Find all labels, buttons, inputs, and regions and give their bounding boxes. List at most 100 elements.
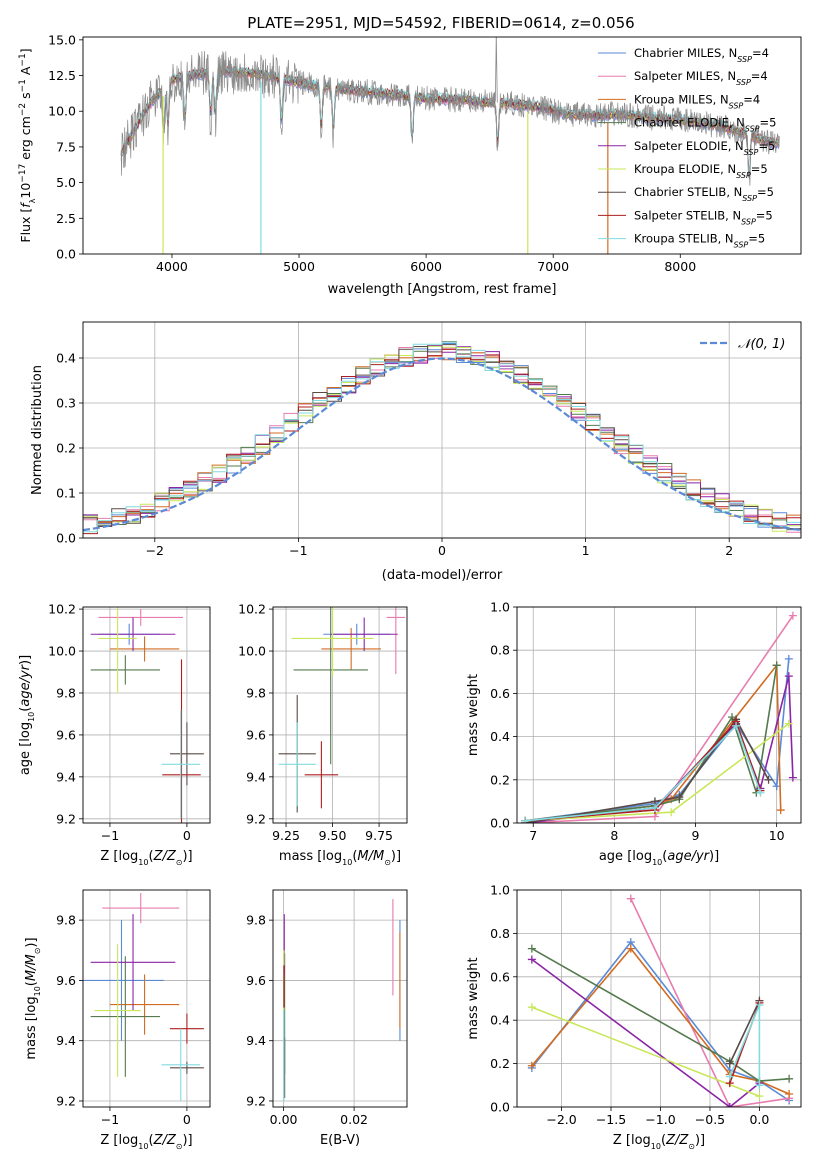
- y-tick-label: 9.8: [246, 913, 266, 928]
- mass-weight-marker: [756, 788, 765, 797]
- x-axis-label: mass [log10(M/M⊙)]: [279, 849, 401, 867]
- x-axis-label: age [log10(age/yr)]: [599, 849, 719, 867]
- y-tick-label: 0.1: [56, 486, 76, 501]
- mass-weight-marker: [788, 611, 797, 620]
- mass-weight-marker: [667, 808, 676, 817]
- x-axis-label: (data-model)/error: [382, 568, 503, 583]
- x-axis-label: E(B-V): [320, 1133, 360, 1148]
- y-tick-label: 0.0: [56, 531, 76, 546]
- mass-weight-line: [531, 1006, 760, 1097]
- y-tick-label: 9.2: [56, 811, 76, 826]
- x-tick-label: −1: [289, 543, 307, 558]
- legend-entry: Kroupa ELODIE, NSSP=5: [634, 162, 768, 180]
- y-tick-label: 9.2: [246, 811, 266, 826]
- y-tick-label: 1.0: [490, 883, 510, 898]
- legend-entry: Salpeter ELODIE, NSSP=5: [634, 139, 775, 157]
- y-tick-label: 9.4: [56, 769, 76, 784]
- x-tick-label: 0: [183, 828, 191, 843]
- mass-weight-marker: [788, 773, 797, 782]
- mass-weight-line: [531, 947, 790, 1082]
- y-tick-label: 1.0: [490, 600, 510, 615]
- mass-weight-line: [531, 958, 760, 1107]
- plot-area: [83, 893, 204, 1101]
- y-tick-label: 10.0: [238, 644, 266, 659]
- y-axis-label: Flux [fλ10−17 erg cm−2 s−1 A−1]: [18, 48, 37, 242]
- x-axis-label: wavelength [Angstrom, rest frame]: [328, 282, 557, 297]
- x-tick-label: −0.5: [695, 1112, 725, 1127]
- x-tick-label: 6000: [410, 259, 442, 274]
- y-tick-label: 0.3: [56, 396, 76, 411]
- mass-weight-marker: [784, 672, 793, 681]
- legend-entry: Kroupa STELIB, NSSP=5: [634, 232, 765, 250]
- mass-weight-marker: [650, 803, 659, 812]
- y-tick-label: 2.5: [56, 211, 76, 226]
- mass-weight-marker: [527, 955, 536, 964]
- y-tick-label: 12.5: [48, 68, 76, 83]
- mass-weight-marker: [626, 944, 635, 953]
- y-tick-label: 0.0: [490, 816, 510, 831]
- mass-weight-marker: [772, 661, 781, 670]
- x-tick-label: 0: [183, 1112, 191, 1127]
- mass-weight-marker: [527, 1003, 536, 1012]
- y-tick-label: 0.2: [490, 772, 510, 787]
- legend-entry: Chabrier MILES, NSSP=4: [634, 46, 769, 64]
- x-tick-label: 10: [769, 828, 785, 843]
- mass-weight-marker: [732, 721, 741, 730]
- plot-area: [278, 607, 406, 813]
- axes-frame: [516, 889, 802, 1108]
- panel-residuals: −2 −1 0 1 2 0.0 0.1 0.2 0.3 0.4 (data-model)/error…: [30, 321, 802, 583]
- y-axis-label: mass [log10(M/M⊙)]: [24, 937, 42, 1059]
- y-tick-label: 9.2: [56, 1093, 76, 1108]
- y-tick-label: 9.4: [56, 1033, 76, 1048]
- plot-area: [527, 894, 794, 1107]
- y-tick-label: 10.2: [48, 602, 76, 617]
- residual-histogram-step: [83, 341, 801, 533]
- legend-entry: 𝒩(0, 1): [738, 337, 785, 352]
- y-tick-label: 0.8: [490, 926, 510, 941]
- x-tick-label: 0.00: [270, 1112, 298, 1127]
- plot-area: [90, 607, 204, 823]
- y-tick-label: 0.4: [490, 1013, 510, 1028]
- x-tick-label: 8: [610, 828, 618, 843]
- x-tick-label: −1.5: [596, 1112, 626, 1127]
- mass-weight-marker: [776, 806, 785, 815]
- panel-age-vs-Z: −1 0 9.2 9.4 9.6 9.8 10.0 10.2 Z [log10(Z/Z⊙)] ag…: [18, 602, 211, 867]
- y-tick-label: 0.6: [490, 969, 510, 984]
- x-tick-label: −2.0: [546, 1112, 576, 1127]
- y-tick-label: 10.2: [238, 602, 266, 617]
- axes-frame: [272, 606, 408, 824]
- mass-weight-marker: [527, 944, 536, 953]
- y-tick-label: 9.6: [246, 973, 266, 988]
- mass-weight-marker: [755, 1092, 764, 1101]
- x-tick-label: 2: [725, 543, 733, 558]
- x-tick-label: 0.02: [340, 1112, 368, 1127]
- mass-weight-line: [525, 615, 794, 823]
- mass-weight-marker: [764, 775, 773, 784]
- y-tick-label: 0.4: [490, 729, 510, 744]
- panel-mass-weight-vs-age: 7 8 9 10 0.0 0.2 0.4 0.6 0.8 1.0 age [log10(age/yr…: [466, 600, 802, 867]
- y-axis-label: mass weight: [466, 957, 481, 1039]
- y-axis-label: mass weight: [466, 674, 481, 756]
- observed-spectrum-line: [120, 50, 780, 186]
- x-tick-label: −1.0: [645, 1112, 675, 1127]
- panel-spectrum: 4000 5000 6000 7000 8000 0.0 2.5 5.0 7.5 10.0 12.5…: [18, 32, 802, 297]
- legend-entry: Kroupa MILES, NSSP=4: [634, 92, 760, 110]
- mass-weight-line: [630, 898, 790, 1107]
- y-tick-label: 7.5: [56, 139, 76, 154]
- x-tick-label: 5000: [283, 259, 315, 274]
- plot-area: [283, 899, 401, 1101]
- mass-weight-marker: [755, 1001, 764, 1010]
- plot-area: [120, 37, 780, 254]
- mass-weight-line: [524, 658, 790, 822]
- axes-frame: [82, 321, 802, 539]
- y-tick-label: 10.0: [48, 104, 76, 119]
- axes-frame: [516, 606, 802, 824]
- legend: Chabrier MILES, NSSP=4 Salpeter MILES, NS…: [598, 46, 776, 249]
- x-tick-label: 9.50: [319, 828, 347, 843]
- x-tick-label: 9.75: [365, 828, 393, 843]
- axes-frame: [82, 889, 211, 1108]
- x-tick-label: 9: [692, 828, 700, 843]
- x-tick-label: 8000: [664, 259, 696, 274]
- x-tick-label: 7000: [537, 259, 569, 274]
- x-axis-label: Z [log10(Z/Z⊙)]: [100, 1133, 192, 1151]
